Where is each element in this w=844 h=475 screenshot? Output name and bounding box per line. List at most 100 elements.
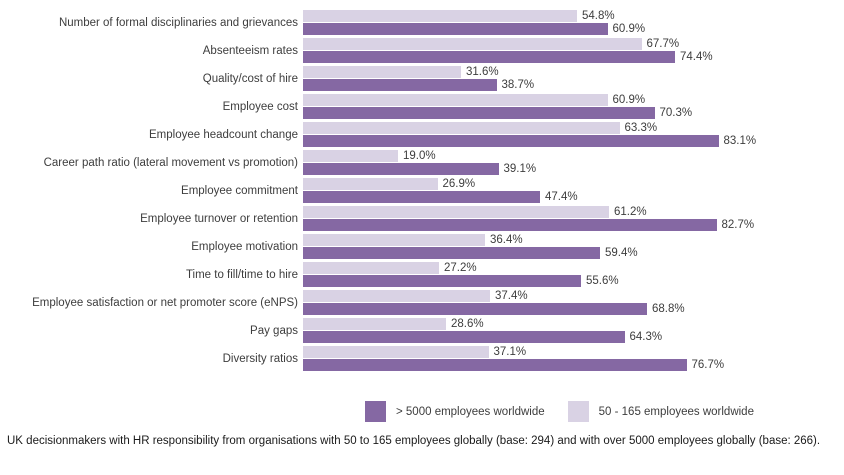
bar-line: 37.4% — [303, 290, 844, 302]
bar-group: 37.4% 68.8% — [303, 290, 844, 315]
bar-line: 63.3% — [303, 122, 844, 134]
value-label: 67.7% — [646, 38, 680, 50]
bar-line: 70.3% — [303, 107, 844, 119]
bar-gt-5000 — [303, 23, 608, 35]
legend-item-50-165: 50 - 165 employees worldwide — [567, 401, 754, 422]
chart-row: Employee satisfaction or net promoter sc… — [0, 290, 844, 315]
chart-row: Pay gaps 28.6% 64.3% — [0, 318, 844, 343]
bar-line: 76.7% — [303, 359, 844, 371]
value-label: 37.4% — [495, 290, 528, 302]
bar-line: 55.6% — [303, 275, 844, 287]
value-label: 55.6% — [586, 275, 619, 287]
chart-row: Employee headcount change 63.3% 83.1% — [0, 122, 844, 147]
bar-50-165 — [303, 206, 609, 218]
bar-50-165 — [303, 94, 608, 106]
bar-group: 26.9% 47.4% — [303, 178, 844, 203]
value-label: 59.4% — [605, 247, 638, 259]
category-label: Employee motivation — [191, 240, 298, 253]
bar-gt-5000 — [303, 303, 647, 315]
bar-group: 28.6% 64.3% — [303, 318, 844, 343]
legend-item-gt-5000: > 5000 employees worldwide — [365, 401, 545, 422]
value-label: 47.4% — [545, 191, 578, 203]
category-label: Quality/cost of hire — [202, 72, 298, 85]
bar-gt-5000 — [303, 79, 497, 91]
chart-row: Time to fill/time to hire 27.2% 55.6% — [0, 262, 844, 287]
bar-line: 28.6% — [303, 318, 844, 330]
bar-line: 38.7% — [303, 79, 844, 91]
bar-group: 60.9% 70.3% — [303, 94, 844, 119]
bar-group: 67.7% 74.4% — [303, 38, 844, 63]
value-label: 37.1% — [493, 346, 527, 358]
category-label: Employee turnover or retention — [140, 212, 298, 225]
bar-line: 60.9% — [303, 23, 844, 35]
bar-line: 82.7% — [303, 219, 844, 231]
bar-line: 83.1% — [303, 135, 844, 147]
bar-50-165 — [303, 178, 438, 190]
bar-gt-5000 — [303, 331, 625, 343]
value-label: 19.0% — [403, 150, 436, 162]
value-label: 31.6% — [466, 66, 499, 78]
value-label: 28.6% — [451, 318, 484, 330]
value-label: 61.2% — [614, 206, 647, 218]
bar-line: 74.4% — [303, 51, 844, 63]
bar-group: 27.2% 55.6% — [303, 262, 844, 287]
bar-gt-5000 — [303, 275, 581, 287]
category-label: Employee commitment — [181, 184, 298, 197]
chart-row: Career path ratio (lateral movement vs p… — [0, 150, 844, 175]
bar-gt-5000 — [303, 135, 719, 147]
grouped-bar-chart: Number of formal disciplinaries and grie… — [0, 10, 844, 371]
bar-50-165 — [303, 234, 485, 246]
value-label: 39.1% — [503, 163, 537, 175]
category-label: Diversity ratios — [222, 352, 298, 365]
bar-line: 37.1% — [303, 346, 844, 358]
bar-line: 19.0% — [303, 150, 844, 162]
value-label: 76.7% — [691, 359, 725, 371]
bar-gt-5000 — [303, 191, 540, 203]
value-label: 83.1% — [723, 135, 757, 147]
category-label: Employee satisfaction or net promoter sc… — [32, 296, 298, 309]
value-label: 60.9% — [612, 94, 646, 106]
bar-gt-5000 — [303, 163, 499, 175]
chart-row: Employee cost 60.9% 70.3% — [0, 94, 844, 119]
bar-line: 68.8% — [303, 303, 844, 315]
value-label: 74.4% — [680, 51, 713, 63]
bar-line: 36.4% — [303, 234, 844, 246]
bar-line: 59.4% — [303, 247, 844, 259]
value-label: 60.9% — [612, 23, 646, 35]
bar-50-165 — [303, 10, 577, 22]
bar-gt-5000 — [303, 247, 600, 259]
chart-row: Employee turnover or retention 61.2% 82.7% — [0, 206, 844, 231]
bar-gt-5000 — [303, 51, 675, 63]
category-label: Number of formal disciplinaries and grie… — [58, 16, 298, 29]
category-label: Career path ratio (lateral movement vs p… — [43, 156, 298, 169]
bar-line: 64.3% — [303, 331, 844, 343]
legend-swatch-50-165 — [567, 401, 589, 422]
bar-50-165 — [303, 38, 642, 50]
bar-50-165 — [303, 290, 490, 302]
bar-line: 39.1% — [303, 163, 844, 175]
legend-label: > 5000 employees worldwide — [396, 405, 545, 418]
value-label: 26.9% — [442, 178, 476, 190]
bar-group: 31.6% 38.7% — [303, 66, 844, 91]
bar-line: 67.7% — [303, 38, 844, 50]
value-label: 70.3% — [659, 107, 693, 119]
bar-50-165 — [303, 262, 439, 274]
category-label: Pay gaps — [250, 324, 298, 337]
value-label: 54.8% — [582, 10, 615, 22]
legend-swatch-gt-5000 — [365, 401, 386, 422]
value-label: 38.7% — [501, 79, 535, 91]
bar-50-165 — [303, 346, 489, 358]
value-label: 68.8% — [652, 303, 685, 315]
bar-line: 47.4% — [303, 191, 844, 203]
chart-row: Absenteeism rates 67.7% 74.4% — [0, 38, 844, 63]
footnote: UK decisionmakers with HR responsibility… — [7, 435, 821, 447]
chart-row: Quality/cost of hire 31.6% 38.7% — [0, 66, 844, 91]
category-label: Employee cost — [222, 100, 298, 113]
bar-50-165 — [303, 66, 461, 78]
bar-50-165 — [303, 318, 446, 330]
bar-group: 61.2% 82.7% — [303, 206, 844, 231]
bar-line: 27.2% — [303, 262, 844, 274]
chart-row: Diversity ratios 37.1% 76.7% — [0, 346, 844, 371]
category-label: Time to fill/time to hire — [185, 268, 298, 281]
value-label: 64.3% — [629, 331, 663, 343]
